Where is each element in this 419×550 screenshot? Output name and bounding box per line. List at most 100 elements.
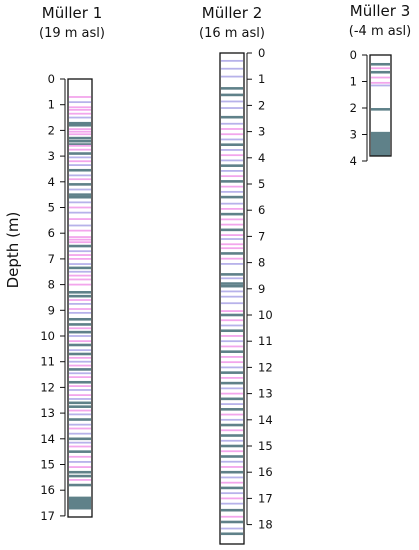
core-1-layer-pink: [69, 206, 91, 209]
core-1-layer-blue: [69, 174, 91, 177]
core-1-layer-dark: [69, 294, 91, 298]
core-1-layer-pink: [69, 479, 91, 481]
core-2-layer-dark: [221, 195, 243, 199]
core-2-layer-dark: [221, 228, 243, 232]
core-1-layer-pink: [69, 128, 91, 131]
core-2-layer-blue: [221, 170, 243, 172]
core-1-layer-blue: [69, 302, 91, 305]
core-1-layer-dark: [69, 352, 91, 356]
core-1-layer-pink: [69, 299, 91, 301]
core-1-layers: [68, 79, 92, 516]
core-1-layer-pink: [69, 340, 91, 343]
core-1-tick-label: 1: [48, 98, 55, 112]
core-1-layer-dark: [69, 323, 91, 326]
core-1-layer-pink: [69, 144, 91, 147]
core-3-elevation: (-4 m asl): [349, 24, 411, 39]
core-1-layer-dark: [69, 317, 91, 321]
core-2-layer-blue: [221, 295, 243, 298]
core-1-layer-dark: [69, 168, 91, 172]
core-1-layer-pink: [69, 236, 91, 238]
core-2-layer-pink: [221, 185, 243, 188]
core-1-tick-label: 9: [48, 303, 55, 317]
core-1-layer-blue: [69, 432, 91, 435]
core-2-layer-blue: [221, 59, 243, 62]
core-1-layer-pink: [69, 229, 91, 232]
core-1-title: Müller 1: [42, 4, 103, 22]
core-1-tick-label: 17: [40, 509, 55, 523]
core-2-outline: [219, 52, 245, 545]
core-3-tick-label: 3: [350, 128, 357, 142]
core-1-layer-pink: [69, 274, 91, 277]
core-2-layer-pink: [221, 413, 243, 416]
core-2-title: Müller 2: [202, 4, 263, 22]
core-2-layers: [220, 53, 244, 538]
core-2-layer-pink: [221, 481, 243, 484]
core-1-layer-pink: [69, 327, 91, 330]
core-1-layer-blue: [69, 263, 91, 265]
core-1-layer-blue: [69, 413, 91, 416]
core-2-tick-label: 6: [258, 203, 265, 217]
core-2-layer-dark: [221, 486, 243, 490]
core-2-layer-pink: [221, 234, 243, 236]
core-2-layer-blue: [221, 502, 243, 505]
core-1-tick-label: 14: [40, 432, 55, 446]
core-3-layer-dark: [371, 70, 390, 74]
core-1-thick-layer: [69, 496, 91, 510]
core-2-layer-dark: [221, 87, 243, 90]
core-2-layer-dark: [221, 532, 243, 536]
core-1-layer-blue: [69, 270, 91, 273]
core-2-tick-label: 1: [258, 72, 265, 86]
core-3-outline: [369, 54, 392, 157]
core-2-layer-blue: [221, 122, 243, 125]
core-3-thick-layer: [371, 131, 390, 156]
core-3-tick-label: 4: [350, 154, 357, 168]
core-1-layer-pink: [69, 466, 91, 468]
core-2-elevation: (16 m asl): [199, 26, 265, 41]
core-2-layer-blue: [221, 138, 243, 141]
core-2-layer-pink: [221, 310, 243, 312]
core-3-layer-dark: [371, 108, 390, 111]
core-1-layer-pink: [69, 356, 91, 359]
core-2-layer-dark: [221, 313, 243, 317]
core-2-layer-pink: [221, 345, 243, 348]
core-1-tick-label: 2: [48, 123, 55, 137]
core-muller-3: Müller 3 (-4 m asl) 0 1 2 3 4: [349, 2, 411, 168]
core-2-layer-pink: [221, 429, 243, 432]
core-1-layer-dark: [69, 123, 91, 127]
core-1-layer-blue: [69, 398, 91, 400]
core-1-layer-blue: [69, 116, 91, 119]
core-3-layer-dark: [371, 62, 390, 66]
core-2-layer-pink: [221, 218, 243, 221]
core-2-layer-pink: [221, 515, 243, 518]
core-2-layer-blue: [221, 107, 243, 109]
core-1-layer-blue: [69, 423, 91, 426]
core-2-layer-dark: [221, 371, 243, 374]
core-2-layer-pink: [221, 376, 243, 379]
core-2-tick-label: 3: [258, 125, 265, 139]
core-2-layer-pink: [221, 257, 243, 260]
core-2-layer-blue: [221, 100, 243, 103]
core-2-layer-blue: [221, 439, 243, 442]
core-2-layer-dark: [221, 284, 243, 288]
core-2-layer-blue: [221, 277, 243, 280]
core-2-layer-pink: [221, 243, 243, 246]
core-2-layer-pink: [221, 128, 243, 130]
core-2-layer-dark: [221, 252, 243, 255]
core-2-layer-blue: [221, 418, 243, 421]
core-2-layer-pink: [221, 450, 243, 453]
core-1-layer-pink: [69, 238, 91, 241]
core-2-layer-pink: [221, 335, 243, 337]
core-3-tick-label: 2: [350, 101, 357, 115]
core-2-tick-label: 16: [258, 465, 273, 479]
core-2-tick-label: 12: [258, 360, 273, 374]
core-1-outline: [67, 78, 93, 518]
core-2-tick-label: 7: [258, 229, 265, 243]
core-1-layer-pink: [69, 427, 91, 430]
core-1-layer-dark: [69, 368, 91, 371]
core-1-tick-label: 4: [48, 175, 55, 189]
core-1-tick-label: 13: [40, 406, 55, 420]
core-1-layer-blue: [69, 211, 91, 214]
core-1-layer-pink: [69, 241, 91, 244]
core-1-layer-dark: [69, 266, 91, 270]
